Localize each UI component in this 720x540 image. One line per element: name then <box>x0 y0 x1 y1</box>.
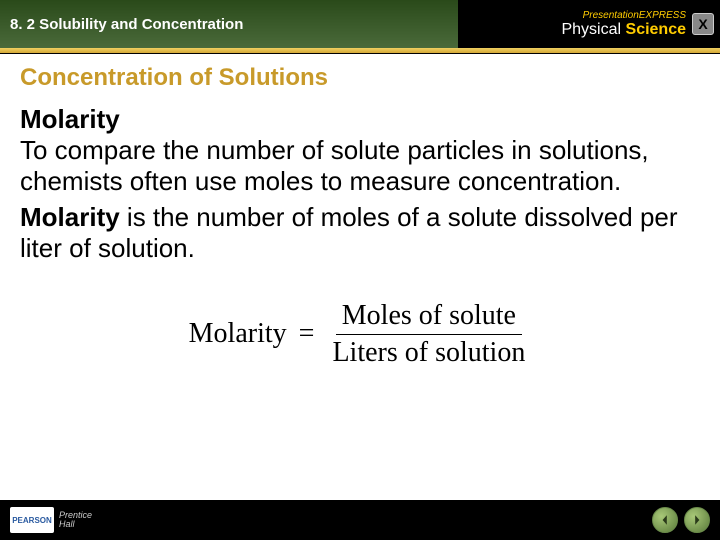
formula-numerator: Moles of solute <box>336 300 522 335</box>
header-bar: 8. 2 Solubility and Concentration Presen… <box>0 0 720 48</box>
header-right: PresentationEXPRESS Physical Science X <box>460 0 720 48</box>
paragraph-1: To compare the number of solute particle… <box>20 135 700 197</box>
nav-buttons <box>652 507 710 533</box>
prentice-hall-text: Prentice Hall <box>59 511 92 529</box>
pearson-box: PEARSON <box>10 507 54 533</box>
footer-bar: PEARSON Prentice Hall <box>0 500 720 540</box>
chevron-left-icon <box>659 514 671 526</box>
chevron-right-icon <box>691 514 703 526</box>
formula-denominator: Liters of solution <box>326 335 531 369</box>
paragraph-2: Molarity is the number of moles of a sol… <box>20 202 700 264</box>
brand-top-text: PresentationEXPRESS <box>561 10 686 21</box>
formula-lhs: Molarity <box>189 318 287 350</box>
publisher-logo: PEARSON Prentice Hall <box>10 507 92 533</box>
slide-title: Concentration of Solutions <box>20 64 700 92</box>
content-area: Concentration of Solutions Molarity To c… <box>0 54 720 369</box>
close-icon: X <box>698 16 707 32</box>
brand-bottom-text: Physical Science <box>561 21 686 39</box>
formula-fraction: Moles of solute Liters of solution <box>326 300 531 369</box>
header-left: 8. 2 Solubility and Concentration <box>0 0 460 48</box>
close-button[interactable]: X <box>692 13 714 35</box>
formula-equals: = <box>299 318 315 350</box>
section-label: 8. 2 Solubility and Concentration <box>10 16 243 33</box>
brand-logo: PresentationEXPRESS Physical Science <box>561 10 686 39</box>
slide-subtitle: Molarity <box>20 104 700 135</box>
molarity-formula: Molarity = Moles of solute Liters of sol… <box>20 300 700 369</box>
prev-button[interactable] <box>652 507 678 533</box>
next-button[interactable] <box>684 507 710 533</box>
